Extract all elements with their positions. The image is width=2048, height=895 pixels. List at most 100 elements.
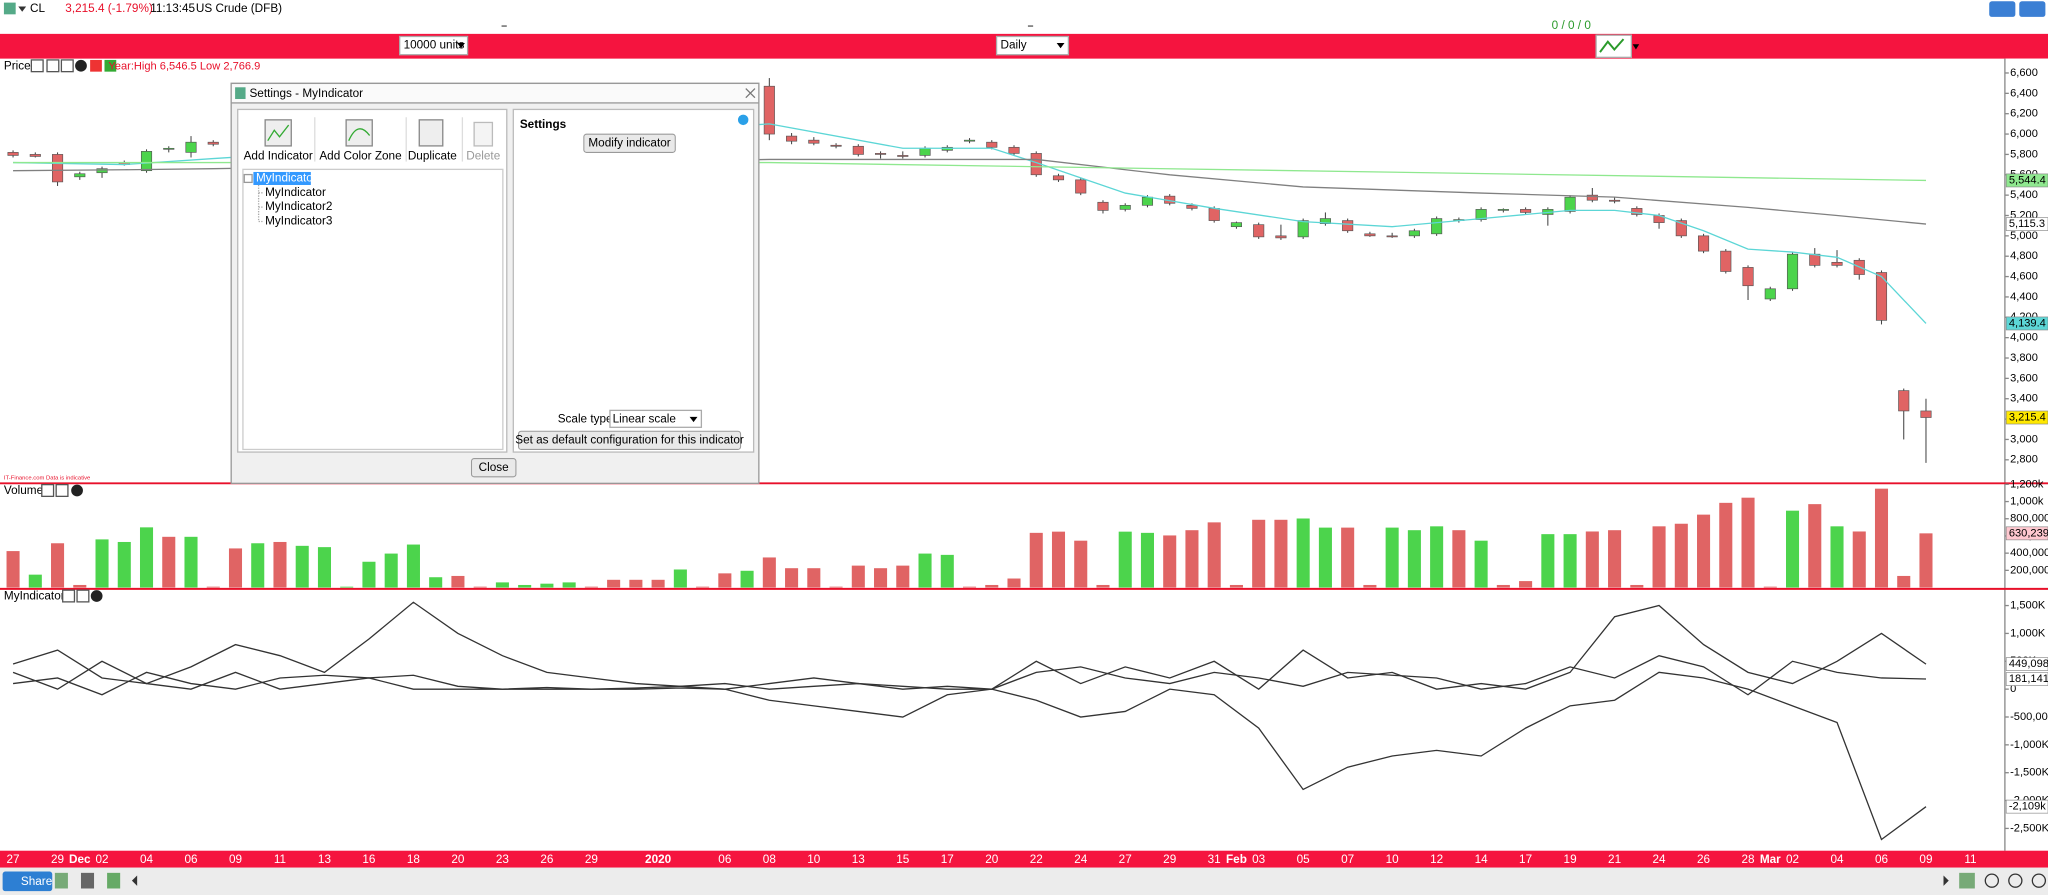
candle-body (1564, 196, 1576, 212)
volume-bar (473, 586, 487, 588)
dropdown-arrow (457, 42, 465, 49)
scroll-left[interactable] (131, 875, 138, 886)
duplicate-icon[interactable] (418, 119, 444, 147)
dropdown-arrow[interactable] (18, 6, 27, 12)
zoom-icon[interactable] (1984, 873, 2000, 888)
footer-bar (0, 867, 2048, 895)
y-tick-label: -1,500K (2010, 767, 2048, 779)
x-tick-label: 20 (451, 853, 465, 866)
add-indicator-icon[interactable] (264, 119, 292, 147)
tree-root[interactable]: MyIndicator (256, 172, 317, 185)
tool-label[interactable]: Add Indicator (244, 149, 313, 162)
window-button[interactable] (1989, 1, 2016, 17)
volume-bar (139, 527, 154, 588)
x-tick-label: 21 (1608, 853, 1621, 866)
x-tick-label: 06 (184, 853, 198, 866)
period-select[interactable] (995, 35, 1070, 56)
volume-bar (896, 565, 910, 588)
close-button[interactable] (470, 458, 517, 478)
volume-bar (1919, 533, 1933, 588)
icon (104, 59, 117, 72)
tree-selection (253, 171, 311, 185)
candle-body (1609, 199, 1621, 202)
delete-icon[interactable] (473, 121, 494, 147)
x-tick-label: 27 (7, 853, 20, 866)
tool-label[interactable]: Add Color Zone (319, 149, 401, 162)
tool-icon[interactable] (107, 872, 121, 889)
volume-bar (384, 553, 398, 588)
y-tick-label: 5,000 (2010, 230, 2038, 242)
x-tick-label: 13 (852, 853, 866, 866)
candle-body (1875, 272, 1888, 321)
icon (1599, 38, 1625, 53)
close-button[interactable] (90, 590, 103, 602)
dialog-close-x[interactable] (745, 88, 756, 99)
units-select[interactable] (399, 35, 469, 56)
tool-icon[interactable] (80, 872, 95, 889)
settings-button[interactable] (62, 589, 76, 603)
volume-bar (807, 568, 821, 588)
x-tick-label: 20 (985, 853, 999, 866)
volume-bar (940, 554, 954, 588)
zoom-icon[interactable] (2031, 873, 2047, 888)
volume-bar (1697, 514, 1711, 588)
price-axis-area (2004, 58, 2048, 851)
tree-item[interactable]: MyIndicator (265, 186, 326, 199)
window-button[interactable] (76, 589, 90, 603)
tree-item[interactable]: MyIndicator3 (265, 215, 333, 228)
window-button[interactable] (55, 483, 69, 498)
y-tick-label: 800,000 (2010, 513, 2048, 525)
window-button[interactable] (60, 59, 74, 73)
zoom-icon[interactable] (2008, 873, 2023, 888)
volume-bar (629, 579, 643, 588)
candle-body (1097, 201, 1109, 211)
tree-toggle[interactable] (243, 173, 253, 184)
candle-body (830, 144, 842, 147)
x-tick-label: Feb (1226, 853, 1247, 866)
value-marker-label: 181,141 (2009, 673, 2048, 685)
settings-button[interactable] (30, 59, 44, 73)
volume-bar (1229, 584, 1243, 588)
close-button[interactable] (75, 59, 87, 72)
y-tick-label: 1,200k (2010, 478, 2044, 490)
dialog-titlebar (230, 82, 760, 104)
modify-button[interactable] (583, 133, 676, 153)
scale-select[interactable] (609, 409, 703, 428)
candle-body (29, 154, 41, 157)
tool-icon[interactable] (54, 872, 68, 889)
add-color-zone-icon[interactable] (345, 119, 373, 147)
volume-bar (117, 541, 131, 588)
settings-button[interactable] (41, 483, 55, 498)
tool-label: Delete (466, 149, 500, 162)
candle-body (1497, 209, 1509, 211)
candle-body (1141, 196, 1154, 206)
scroll-right[interactable] (1943, 875, 1949, 886)
y-tick-label: 4,600 (2010, 271, 2038, 283)
candle-body (1520, 209, 1532, 213)
volume-bar (162, 536, 176, 588)
close-button[interactable] (71, 484, 83, 497)
window-button[interactable] (46, 59, 60, 73)
candle-body (963, 139, 976, 142)
candle-body (1119, 204, 1131, 210)
tool-icon[interactable] (1959, 872, 1975, 889)
toolbar: 10000 units Daily (0, 33, 2048, 59)
volume-bar (1452, 530, 1466, 588)
volume-bar (1874, 488, 1889, 588)
volume-bar (1341, 527, 1355, 588)
volume-bar (1385, 527, 1399, 588)
help-icon[interactable] (737, 114, 749, 126)
tool-label[interactable]: Duplicate (408, 149, 457, 162)
share-button[interactable] (2, 871, 53, 892)
default-config-button[interactable] (518, 430, 742, 450)
x-tick-label: 24 (1653, 853, 1667, 866)
y-tick-label: 6,200 (2010, 108, 2038, 120)
x-axis-band (0, 850, 2048, 868)
chart-type-button[interactable] (1595, 34, 1632, 58)
x-tick-label: 2020 (645, 853, 672, 866)
candle-body (1386, 235, 1398, 238)
volume-bar (1785, 510, 1800, 588)
window-button[interactable] (2019, 1, 2046, 17)
tree-item[interactable]: MyIndicator2 (265, 200, 332, 213)
volume-bar (362, 561, 376, 588)
